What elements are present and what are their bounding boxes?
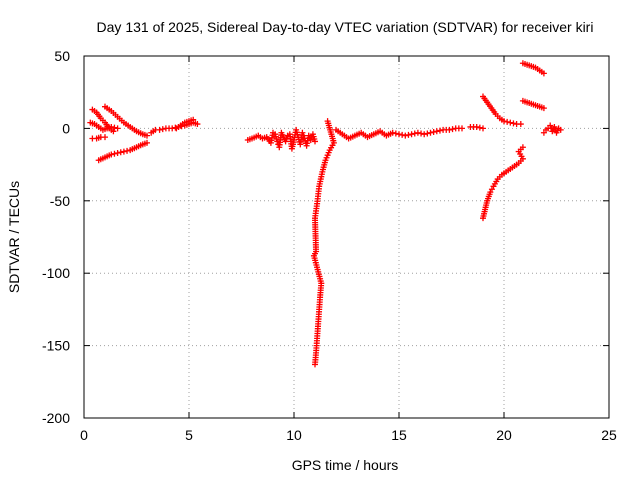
data-point: [324, 118, 331, 125]
x-tick-label: 10: [286, 427, 302, 443]
data-point: [476, 124, 483, 131]
data-point: [517, 121, 524, 128]
data-point: [159, 126, 166, 133]
series-cluster_8_11h: [244, 126, 318, 152]
data-point: [459, 125, 465, 132]
data-point: [144, 132, 150, 139]
axis-ticks: 0 5 10 15 20 25 -200 -150 -100 -50 0 50: [42, 48, 617, 443]
data-point: [411, 130, 418, 137]
x-tick-label: 0: [80, 427, 88, 443]
data-point: [307, 136, 314, 143]
y-tick-label: 50: [54, 48, 70, 64]
grid-lines: [84, 56, 609, 418]
data-point: [120, 148, 127, 155]
data-point: [156, 126, 163, 133]
data-point: [402, 132, 409, 139]
y-tick-label: -150: [42, 338, 70, 354]
y-axis-label: SDTVAR / TECUs: [6, 181, 22, 293]
chart-title: Day 131 of 2025, Sidereal Day-to-day VTE…: [97, 19, 594, 35]
data-point: [436, 127, 443, 134]
data-point: [430, 129, 437, 136]
data-point: [282, 138, 289, 145]
data-point: [547, 122, 554, 129]
data-point: [392, 130, 399, 137]
series-cluster_22_23h: [540, 122, 564, 136]
plot-frame: [83, 55, 610, 419]
data-points: [87, 60, 564, 368]
series-arc_19_21h_high: [480, 93, 524, 128]
data-point: [540, 70, 547, 77]
series-arc_early_high1: [89, 106, 117, 135]
data-point: [299, 129, 306, 136]
data-point: [194, 121, 201, 128]
data-point: [405, 131, 412, 138]
data-point: [519, 144, 526, 151]
data-point: [399, 131, 406, 138]
data-point: [557, 126, 564, 133]
data-point: [501, 118, 507, 125]
data-point: [111, 124, 118, 131]
series-arc_21_22h_mid: [519, 97, 547, 112]
x-tick-label: 15: [391, 427, 407, 443]
y-tick-label: -50: [50, 193, 70, 209]
x-tick-label: 20: [496, 427, 512, 443]
y-tick-label: -100: [42, 265, 70, 281]
data-point: [110, 128, 117, 135]
y-tick-label: 0: [62, 120, 70, 136]
data-point: [510, 120, 517, 127]
data-point: [414, 129, 421, 136]
data-point: [408, 131, 415, 138]
series-arc_early_flat: [87, 119, 121, 133]
data-point: [433, 128, 440, 135]
series-arc_19_21h_low: [480, 144, 526, 222]
data-point: [418, 130, 425, 137]
data-point: [274, 138, 281, 145]
data-point: [108, 123, 115, 130]
data-point: [312, 138, 318, 145]
data-point: [473, 123, 480, 130]
series-arc_early_high2: [102, 103, 150, 139]
data-point: [427, 129, 434, 136]
data-point: [144, 139, 150, 146]
series-arc_12_18h: [333, 125, 465, 142]
data-point: [117, 149, 124, 156]
x-axis-label: GPS time / hours: [292, 457, 399, 473]
series-arc_early_low: [95, 139, 150, 164]
data-point: [172, 124, 179, 131]
x-tick-label: 5: [185, 427, 193, 443]
data-point: [102, 134, 108, 141]
data-point: [540, 105, 547, 112]
data-point: [480, 125, 486, 132]
data-point: [421, 131, 428, 138]
data-point: [449, 126, 456, 133]
y-tick-label: -200: [42, 410, 70, 426]
data-point: [190, 116, 197, 123]
data-point: [396, 131, 402, 138]
data-point: [114, 125, 121, 132]
data-point: [446, 126, 453, 133]
data-point: [507, 119, 514, 126]
x-tick-label: 25: [601, 427, 617, 443]
data-point: [504, 118, 511, 125]
data-point: [111, 150, 118, 157]
series-plunge_11h: [310, 118, 337, 368]
series-arc_early_mid: [89, 134, 108, 142]
series-arc_4_5h: [173, 116, 197, 132]
data-point: [424, 130, 431, 137]
data-point: [124, 147, 131, 154]
series-arc_18_19h: [467, 123, 486, 132]
data-point: [300, 132, 307, 139]
data-point: [114, 150, 121, 157]
data-point: [389, 129, 396, 136]
data-point: [108, 151, 115, 158]
data-point: [551, 123, 558, 130]
series-arc_21_22h_top: [519, 60, 547, 77]
